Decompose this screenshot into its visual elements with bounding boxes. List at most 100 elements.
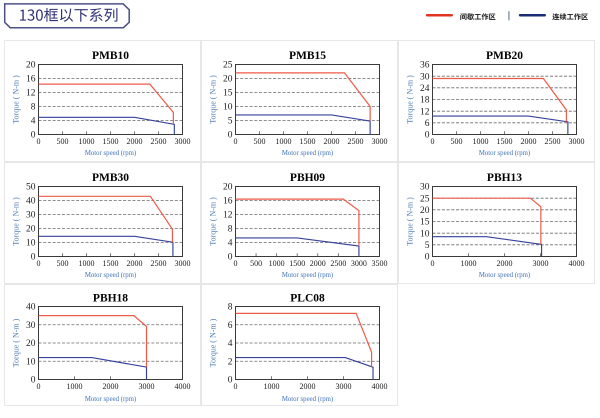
svg-text:PBH09: PBH09: [290, 172, 325, 184]
svg-text:2500: 2500: [330, 259, 346, 268]
svg-text:12: 12: [26, 89, 36, 99]
svg-text:Torque ( N-m ): Torque ( N-m ): [209, 75, 218, 124]
svg-text:40: 40: [26, 303, 36, 313]
svg-text:3000: 3000: [351, 259, 367, 268]
svg-text:0: 0: [37, 382, 41, 391]
svg-text:2000: 2000: [497, 259, 513, 268]
svg-text:2000: 2000: [310, 259, 326, 268]
svg-text:PMB30: PMB30: [92, 172, 129, 184]
svg-text:36: 36: [420, 61, 430, 71]
svg-text:6: 6: [425, 119, 430, 129]
svg-text:5: 5: [228, 117, 233, 127]
svg-text:10: 10: [26, 239, 36, 249]
svg-text:Torque ( N-m ): Torque ( N-m ): [406, 197, 415, 246]
svg-text:4: 4: [31, 117, 36, 127]
svg-text:1000: 1000: [67, 382, 83, 391]
svg-text:3000: 3000: [175, 259, 191, 268]
svg-text:3000: 3000: [175, 137, 191, 146]
svg-text:5: 5: [425, 241, 430, 251]
svg-text:2500: 2500: [545, 137, 561, 146]
svg-text:0: 0: [234, 137, 238, 146]
svg-text:12: 12: [223, 211, 233, 221]
svg-text:10: 10: [223, 103, 233, 113]
svg-text:0: 0: [234, 259, 238, 268]
svg-text:0: 0: [37, 259, 41, 268]
svg-text:8: 8: [31, 103, 36, 113]
svg-text:PMB10: PMB10: [92, 50, 129, 62]
svg-text:PBH13: PBH13: [487, 172, 522, 184]
svg-text:20: 20: [223, 75, 233, 85]
svg-text:2500: 2500: [348, 137, 364, 146]
svg-text:2500: 2500: [151, 259, 167, 268]
svg-text:2000: 2000: [324, 137, 340, 146]
svg-text:2000: 2000: [103, 382, 119, 391]
svg-text:30: 30: [26, 211, 36, 221]
svg-text:1000: 1000: [276, 137, 292, 146]
svg-text:0: 0: [425, 253, 430, 263]
svg-text:25: 25: [223, 61, 233, 71]
svg-text:1000: 1000: [79, 259, 95, 268]
svg-text:2500: 2500: [151, 137, 167, 146]
svg-text:1500: 1500: [103, 259, 119, 268]
svg-text:12: 12: [420, 107, 430, 117]
svg-text:0: 0: [31, 376, 36, 386]
svg-text:20: 20: [26, 225, 36, 235]
svg-text:3000: 3000: [569, 137, 585, 146]
svg-text:500: 500: [451, 137, 463, 146]
svg-text:3000: 3000: [533, 259, 549, 268]
svg-text:2000: 2000: [127, 137, 143, 146]
svg-text:1500: 1500: [497, 137, 513, 146]
svg-text:18: 18: [420, 96, 430, 106]
svg-text:30: 30: [26, 321, 36, 331]
svg-text:0: 0: [425, 131, 430, 141]
svg-text:2000: 2000: [127, 259, 143, 268]
svg-text:Torque ( N-m ): Torque ( N-m ): [12, 75, 21, 124]
svg-text:500: 500: [250, 259, 262, 268]
svg-text:50: 50: [26, 183, 36, 193]
svg-text:Torque ( N-m ): Torque ( N-m ): [12, 197, 21, 246]
svg-text:Torque ( N-m ): Torque ( N-m ): [12, 318, 21, 367]
svg-text:0: 0: [431, 259, 435, 268]
svg-text:1500: 1500: [103, 137, 119, 146]
svg-text:20: 20: [26, 61, 36, 71]
svg-text:24: 24: [420, 84, 430, 94]
svg-text:4000: 4000: [569, 259, 585, 268]
svg-text:Torque ( N-m ): Torque ( N-m ): [406, 75, 415, 124]
svg-text:3500: 3500: [372, 259, 388, 268]
svg-text:15: 15: [223, 89, 233, 99]
svg-text:500: 500: [57, 137, 69, 146]
svg-text:15: 15: [420, 218, 430, 228]
svg-text:1000: 1000: [264, 382, 280, 391]
svg-text:2: 2: [228, 357, 233, 367]
svg-text:0: 0: [228, 376, 233, 386]
svg-text:2000: 2000: [521, 137, 537, 146]
svg-text:1000: 1000: [79, 137, 95, 146]
svg-text:Torque ( N-m ): Torque ( N-m ): [209, 197, 218, 246]
svg-text:10: 10: [420, 229, 430, 239]
svg-text:16: 16: [223, 197, 233, 207]
svg-text:1000: 1000: [461, 259, 477, 268]
svg-text:PBH18: PBH18: [93, 293, 128, 305]
svg-text:40: 40: [26, 197, 36, 207]
svg-text:20: 20: [26, 339, 36, 349]
svg-text:1000: 1000: [269, 259, 285, 268]
svg-text:0: 0: [234, 382, 238, 391]
svg-text:Motor speed (rpm): Motor speed (rpm): [85, 272, 136, 279]
svg-text:0: 0: [37, 137, 41, 146]
svg-text:Motor speed (rpm): Motor speed (rpm): [282, 272, 333, 279]
svg-text:Motor speed (rpm): Motor speed (rpm): [479, 272, 530, 279]
svg-text:Motor speed (rpm): Motor speed (rpm): [479, 150, 530, 157]
svg-text:4000: 4000: [372, 382, 388, 391]
svg-text:30: 30: [420, 183, 430, 193]
svg-text:1500: 1500: [300, 137, 316, 146]
svg-text:Motor speed (rpm): Motor speed (rpm): [282, 396, 333, 403]
svg-text:500: 500: [57, 259, 69, 268]
svg-text:20: 20: [420, 206, 430, 216]
svg-text:3000: 3000: [139, 382, 155, 391]
svg-text:0: 0: [431, 137, 435, 146]
svg-text:6: 6: [228, 321, 233, 331]
svg-text:25: 25: [420, 194, 430, 204]
svg-text:10: 10: [26, 357, 36, 367]
svg-text:Torque ( N-m ): Torque ( N-m ): [209, 318, 218, 367]
svg-text:8: 8: [228, 225, 233, 235]
